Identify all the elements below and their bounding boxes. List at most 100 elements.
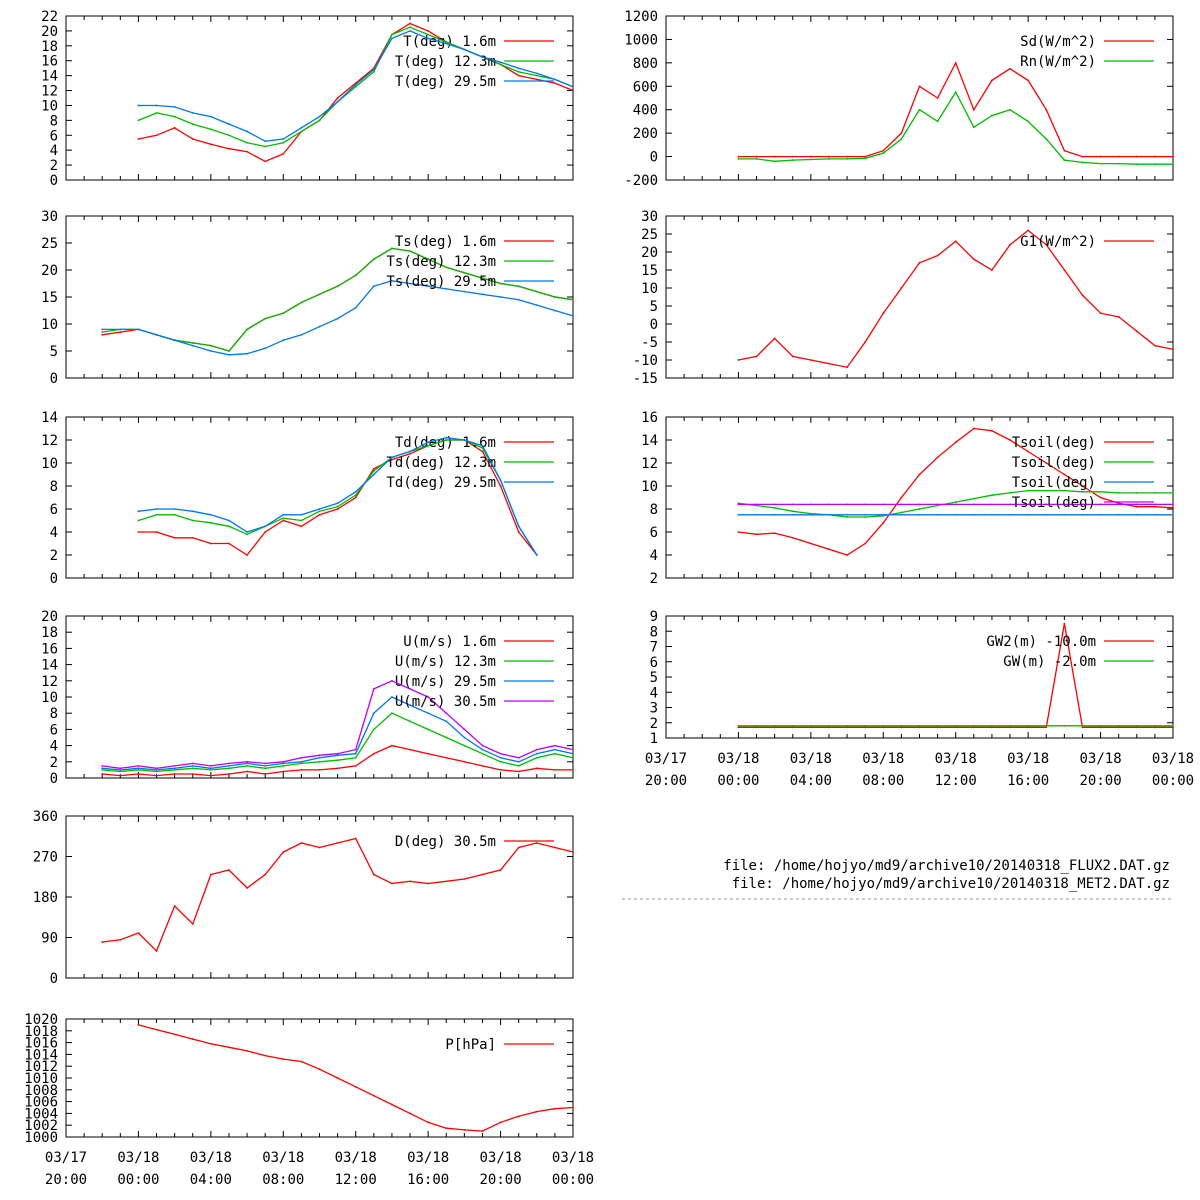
x-tick-label-time: 20:00 [479,1172,521,1188]
series-line-wind-1 [102,712,574,773]
data-point [101,764,104,767]
data-point [499,479,502,482]
data-point [846,503,848,506]
y-tick-label: 4 [50,739,58,755]
data-point [517,71,520,73]
data-point [318,754,321,757]
data-point [354,274,357,277]
x-tick-label-time: 16:00 [407,1172,449,1188]
data-point [391,247,393,250]
data-point [481,56,484,58]
series-line-temp-0 [138,22,574,163]
data-point [463,728,466,731]
y-tick-label: 10 [41,317,58,333]
data-point [1117,503,1120,506]
data-point [137,767,140,770]
data-point [1172,492,1174,494]
data-point [1063,622,1066,625]
data-point [336,508,339,510]
x-tick-label-date: 03/18 [862,751,904,767]
data-point [882,149,885,152]
data-point [173,905,176,907]
x-tick-label-time: 04:00 [790,773,832,789]
data-point [137,764,140,767]
data-point [553,769,556,771]
data-point [119,767,122,770]
file-info: file: /home/hojyo/md9/archive10/20140318… [622,858,1173,900]
data-point [1027,79,1030,82]
data-point [191,923,194,925]
x-tick-label-time: 00:00 [117,1172,159,1188]
data-point [936,726,939,729]
data-point [991,503,993,506]
data-point [282,851,285,853]
data-point [246,150,248,153]
data-point [846,513,848,516]
data-point [954,726,957,729]
plot-frame [665,215,1174,379]
data-point [535,72,538,75]
x-tick-label-date: 03/18 [262,1150,304,1166]
y-tick-label: 5 [50,344,58,360]
data-point [918,261,921,264]
data-point [427,752,430,755]
data-point [336,285,339,288]
data-point [791,355,794,358]
data-point [553,82,556,84]
data-point [300,519,303,522]
data-point [572,85,574,88]
data-point [954,513,957,516]
data-point [517,764,520,767]
data-point [1172,503,1174,506]
data-point [173,769,176,771]
data-point [246,352,248,355]
data-point [463,290,466,293]
data-point [427,444,430,447]
data-point [1027,513,1030,516]
y-tick-label: 22 [41,9,58,25]
data-point [991,114,993,117]
data-point [391,456,393,459]
y-tick-label: 1000 [24,1130,58,1146]
data-point [209,128,212,131]
data-point [336,502,339,505]
y-tick-label: 16 [641,410,658,426]
data-point [900,513,903,516]
data-point [1153,513,1156,516]
data-point [864,157,867,160]
plot-frame [665,615,1174,739]
y-tick-label: -10 [633,353,658,369]
data-point [354,1085,357,1088]
y-tick-label: 12 [641,456,658,472]
data-point [1081,513,1084,516]
data-point [572,851,574,853]
data-point [1009,243,1011,246]
data-point [1117,315,1120,318]
data-point [755,513,758,516]
data-point [773,337,776,340]
y-tick-label: 0 [50,971,58,987]
data-point [809,542,812,545]
data-point [155,1028,158,1031]
data-point [864,726,867,729]
data-point [101,773,104,775]
y-tick-label: -5 [641,335,658,351]
data-point [282,339,285,342]
data-point [1172,513,1174,516]
data-point [427,728,430,731]
data-point [246,533,248,536]
data-point [737,503,740,506]
data-point [228,1046,230,1049]
y-tick-label: 0 [50,371,58,387]
data-point [336,97,339,99]
y-tick-label: 2 [650,571,658,587]
data-point [1153,492,1156,494]
data-point [481,450,484,453]
data-point [1081,490,1084,493]
data-point [936,254,939,257]
data-point [1117,162,1120,165]
data-point [773,513,776,516]
data-point [936,513,939,516]
data-point [828,726,830,729]
y-tick-label: 400 [633,103,658,119]
